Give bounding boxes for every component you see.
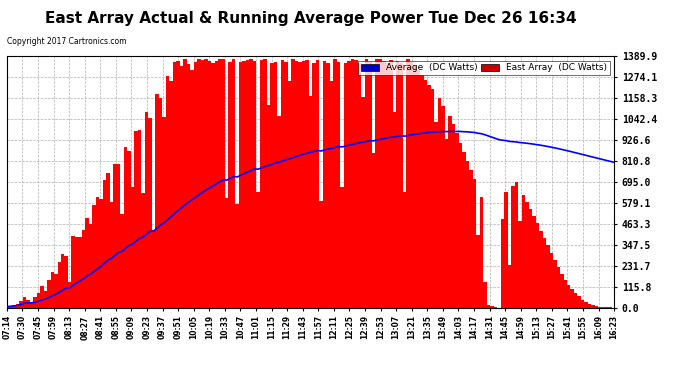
Text: Copyright 2017 Cartronics.com: Copyright 2017 Cartronics.com — [7, 38, 126, 46]
Text: East Array Actual & Running Average Power Tue Dec 26 16:34: East Array Actual & Running Average Powe… — [45, 11, 576, 26]
Legend: Average  (DC Watts), East Array  (DC Watts): Average (DC Watts), East Array (DC Watts… — [358, 61, 609, 75]
